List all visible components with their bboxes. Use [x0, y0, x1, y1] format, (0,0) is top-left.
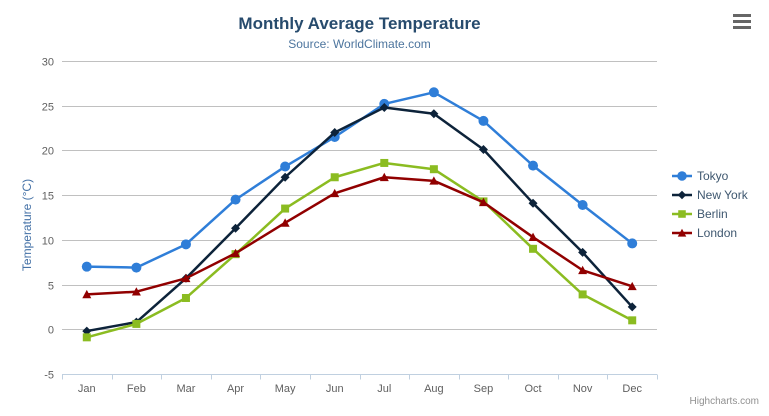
highcharts-credit-link[interactable]: Highcharts.com — [689, 396, 759, 407]
data-point-marker[interactable] — [330, 173, 339, 182]
data-point-marker[interactable] — [131, 262, 142, 273]
data-point-marker[interactable] — [81, 261, 92, 272]
series-line — [85, 176, 634, 296]
series-new-york — [82, 103, 637, 336]
data-point-marker[interactable] — [280, 218, 290, 227]
data-point-marker[interactable] — [82, 326, 92, 336]
data-point-marker[interactable] — [528, 232, 538, 241]
series-tokyo — [81, 87, 638, 273]
data-point-marker[interactable] — [280, 161, 291, 172]
y-axis-tick-label: 5 — [48, 281, 54, 293]
data-point-marker[interactable] — [281, 204, 290, 213]
y-axis-tick-label: 30 — [42, 57, 54, 69]
diamond-legend-marker-icon — [672, 190, 692, 199]
x-axis-tick-label: Mar — [176, 383, 195, 395]
data-point-marker[interactable] — [231, 223, 241, 233]
x-axis-tick-label: Oct — [524, 383, 541, 395]
data-point-marker[interactable] — [578, 247, 588, 257]
legend-item-label: London — [697, 225, 738, 240]
data-point-marker[interactable] — [181, 293, 190, 302]
menu-bar — [733, 20, 751, 23]
y-axis-tick-label: 20 — [42, 146, 54, 158]
y-axis-title: Temperature (°C) — [20, 178, 34, 272]
y-axis-tick-label: 15 — [42, 191, 54, 203]
x-axis-tick-label: Jun — [326, 383, 344, 395]
data-point-marker[interactable] — [82, 333, 91, 342]
data-point-marker[interactable] — [181, 273, 191, 283]
data-point-marker[interactable] — [131, 287, 141, 296]
data-point-marker[interactable] — [380, 158, 389, 167]
menu-bar — [733, 26, 751, 29]
menu-bar — [733, 14, 751, 17]
legend-item-berlin[interactable]: Berlin — [672, 204, 748, 223]
square-legend-marker-icon — [672, 209, 692, 218]
data-point-marker[interactable] — [429, 176, 439, 185]
legend-item-label: New York — [697, 187, 748, 202]
data-point-marker[interactable] — [529, 244, 538, 253]
data-point-marker[interactable] — [628, 316, 637, 325]
data-point-marker[interactable] — [627, 281, 637, 291]
data-point-marker[interactable] — [379, 172, 389, 182]
data-point-marker[interactable] — [379, 103, 389, 113]
x-axis-tick-label: Sep — [474, 383, 494, 395]
legend-item-new-york[interactable]: New York — [672, 185, 748, 204]
data-point-marker[interactable] — [577, 199, 588, 210]
y-axis-tick-label: 10 — [42, 236, 54, 248]
hamburger-menu-icon[interactable] — [733, 14, 751, 29]
data-point-marker[interactable] — [677, 190, 687, 199]
data-point-marker[interactable] — [280, 172, 290, 182]
data-point-marker[interactable] — [82, 289, 92, 299]
x-axis-tick-label: Aug — [424, 383, 444, 395]
legend-item-tokyo[interactable]: Tokyo — [672, 166, 748, 185]
x-axis-tick-label: Jul — [377, 383, 391, 395]
data-point-marker[interactable] — [528, 160, 539, 171]
data-point-marker[interactable] — [678, 209, 686, 218]
data-point-marker[interactable] — [478, 115, 489, 126]
data-point-marker[interactable] — [180, 239, 191, 250]
data-point-marker[interactable] — [578, 265, 588, 275]
legend-item-london[interactable]: London — [672, 223, 748, 242]
data-point-marker[interactable] — [478, 145, 488, 155]
data-point-marker[interactable] — [231, 248, 241, 258]
circle-legend-marker-icon — [672, 170, 692, 181]
x-axis-tick-label: Feb — [127, 383, 146, 395]
series-line — [85, 91, 634, 269]
data-point-marker[interactable] — [627, 302, 637, 312]
data-point-marker[interactable] — [330, 128, 340, 138]
series-line — [85, 106, 634, 333]
data-point-marker[interactable] — [429, 165, 438, 174]
series-line — [85, 161, 634, 339]
x-axis-tick-label: Dec — [622, 383, 642, 395]
data-point-marker[interactable] — [677, 228, 687, 237]
chart-subtitle: Source: WorldClimate.com — [288, 37, 431, 51]
x-axis-tick-label: Nov — [573, 383, 593, 395]
data-point-marker[interactable] — [528, 198, 538, 208]
data-point-marker[interactable] — [578, 290, 587, 299]
data-point-marker[interactable] — [627, 238, 638, 249]
legend-item-label: Tokyo — [697, 168, 729, 183]
data-point-marker[interactable] — [478, 197, 488, 207]
legend-item-label: Berlin — [697, 206, 728, 221]
triangle-legend-marker-icon — [672, 228, 692, 237]
y-axis-tick-label: -5 — [44, 370, 54, 382]
x-axis-tick-label: Jan — [78, 383, 96, 395]
series-london — [82, 172, 637, 299]
x-axis-tick-label: May — [275, 383, 296, 395]
data-point-marker[interactable] — [132, 319, 141, 328]
chart-title: Monthly Average Temperature — [238, 14, 481, 33]
data-point-marker[interactable] — [677, 170, 687, 181]
x-axis-tick-label: Apr — [227, 383, 244, 395]
data-point-marker[interactable] — [428, 87, 439, 98]
data-point-marker[interactable] — [429, 109, 439, 119]
legend: Tokyo New York Berlin London — [672, 166, 748, 242]
y-axis-tick-label: 25 — [42, 102, 54, 114]
y-axis-tick-label: 0 — [48, 325, 54, 337]
data-point-marker[interactable] — [230, 194, 241, 205]
data-point-marker[interactable] — [330, 188, 340, 198]
